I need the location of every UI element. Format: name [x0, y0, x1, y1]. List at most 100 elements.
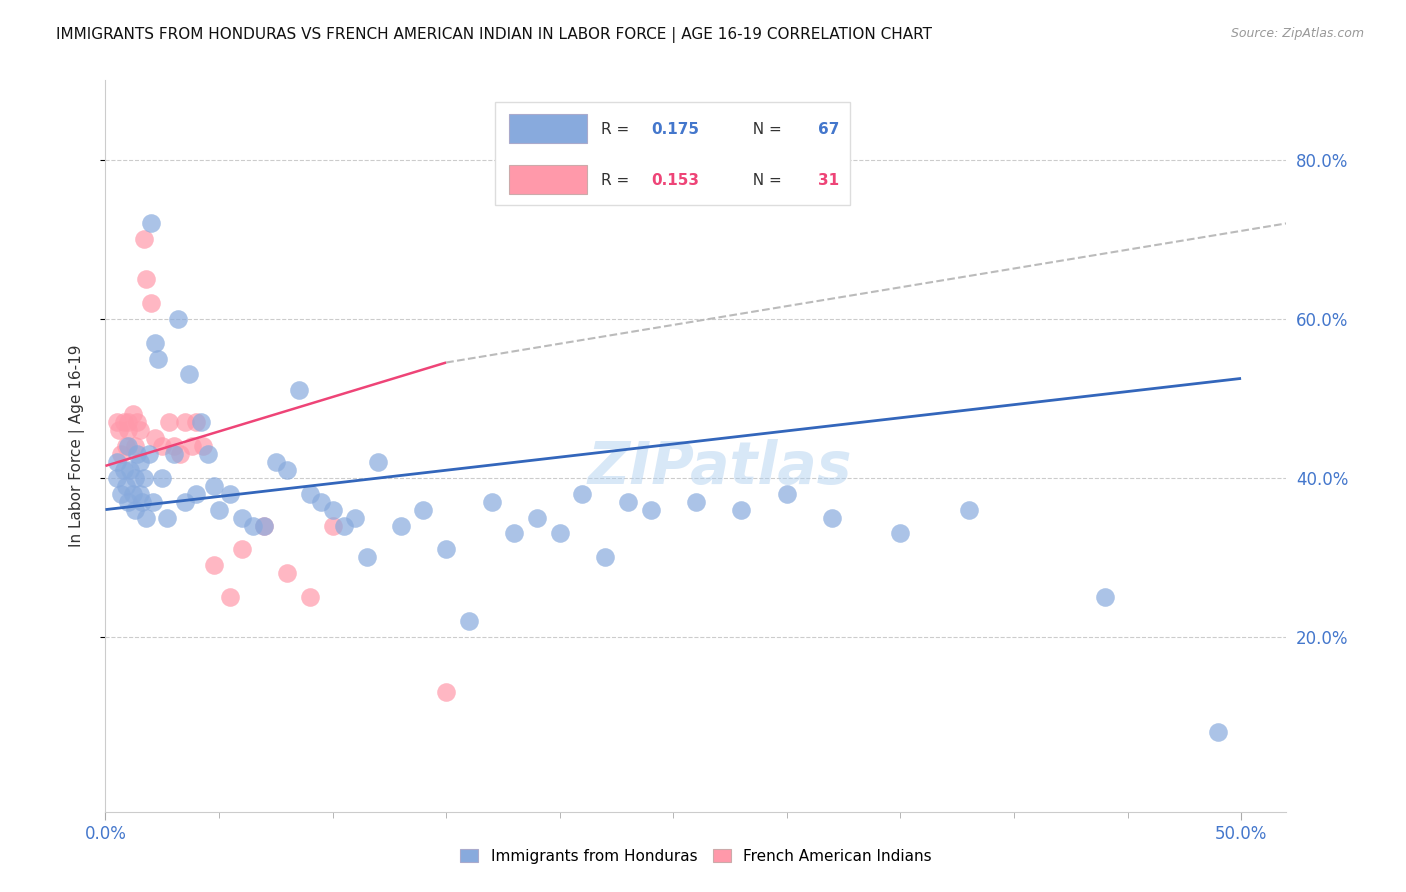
- Point: [150, 471, 173, 485]
- Point: [1208, 725, 1230, 739]
- Text: IMMIGRANTS FROM HONDURAS VS FRENCH AMERICAN INDIAN IN LABOR FORCE | AGE 16-19 CO: IMMIGRANTS FROM HONDURAS VS FRENCH AMERI…: [56, 27, 932, 43]
- Point: [115, 439, 138, 453]
- Point: [640, 502, 662, 516]
- Point: [162, 447, 184, 461]
- Point: [139, 216, 162, 230]
- Point: [117, 494, 139, 508]
- Point: [124, 439, 146, 453]
- Point: [457, 614, 479, 628]
- Point: [112, 463, 135, 477]
- Point: [180, 439, 202, 453]
- Point: [105, 471, 128, 485]
- Point: [150, 439, 173, 453]
- Point: [593, 550, 616, 565]
- Point: [174, 415, 197, 429]
- Point: [115, 479, 138, 493]
- Point: [242, 518, 264, 533]
- Point: [571, 486, 593, 500]
- Point: [191, 439, 214, 453]
- Point: [287, 384, 309, 398]
- Y-axis label: In Labor Force | Age 16-19: In Labor Force | Age 16-19: [69, 344, 84, 548]
- Point: [204, 479, 226, 493]
- Point: [117, 439, 139, 453]
- Point: [121, 486, 143, 500]
- Point: [186, 486, 208, 500]
- Point: [276, 566, 298, 581]
- Point: [132, 232, 155, 246]
- Point: [197, 447, 219, 461]
- Point: [298, 486, 321, 500]
- Point: [174, 494, 197, 508]
- Point: [135, 272, 157, 286]
- Point: [231, 510, 253, 524]
- Point: [526, 510, 548, 524]
- Point: [434, 542, 457, 557]
- Point: [146, 351, 169, 366]
- Point: [481, 494, 503, 508]
- Point: [367, 455, 389, 469]
- Point: [1094, 590, 1116, 604]
- Point: [127, 447, 149, 461]
- Point: [157, 415, 180, 429]
- Point: [117, 423, 139, 437]
- Point: [219, 486, 242, 500]
- Point: [889, 526, 911, 541]
- Point: [167, 311, 190, 326]
- Point: [253, 518, 276, 533]
- Point: [344, 510, 367, 524]
- Point: [685, 494, 707, 508]
- Point: [110, 486, 132, 500]
- Point: [309, 494, 332, 508]
- Point: [219, 590, 242, 604]
- Point: [322, 518, 344, 533]
- Point: [186, 415, 208, 429]
- Point: [139, 296, 162, 310]
- Point: [128, 486, 150, 500]
- Point: [190, 415, 212, 429]
- Point: [821, 510, 844, 524]
- Point: [434, 685, 457, 699]
- Point: [179, 368, 201, 382]
- Point: [503, 526, 526, 541]
- Point: [121, 407, 143, 421]
- Point: [276, 463, 298, 477]
- Point: [204, 558, 226, 573]
- Point: [548, 526, 571, 541]
- Text: ZIPatlas: ZIPatlas: [588, 440, 852, 497]
- Point: [117, 415, 139, 429]
- Point: [617, 494, 640, 508]
- Point: [142, 494, 165, 508]
- Point: [124, 502, 146, 516]
- Point: [105, 415, 128, 429]
- Point: [208, 502, 231, 516]
- Point: [120, 463, 142, 477]
- Point: [156, 510, 179, 524]
- Point: [108, 423, 131, 437]
- Point: [730, 502, 752, 516]
- Point: [169, 447, 191, 461]
- Point: [128, 455, 150, 469]
- Point: [145, 335, 167, 350]
- Point: [127, 415, 149, 429]
- Point: [298, 590, 321, 604]
- Text: Source: ZipAtlas.com: Source: ZipAtlas.com: [1230, 27, 1364, 40]
- Point: [162, 439, 184, 453]
- Point: [389, 518, 412, 533]
- Point: [128, 423, 150, 437]
- Point: [322, 502, 344, 516]
- Point: [138, 447, 160, 461]
- Legend: Immigrants from Honduras, French American Indians: Immigrants from Honduras, French America…: [454, 843, 938, 870]
- Point: [957, 502, 980, 516]
- Point: [333, 518, 356, 533]
- Point: [110, 447, 132, 461]
- Point: [412, 502, 434, 516]
- Point: [135, 510, 157, 524]
- Point: [145, 431, 167, 445]
- Point: [132, 471, 155, 485]
- Point: [231, 542, 253, 557]
- Point: [356, 550, 378, 565]
- Point: [131, 494, 153, 508]
- Point: [253, 518, 276, 533]
- Point: [105, 455, 128, 469]
- Point: [264, 455, 287, 469]
